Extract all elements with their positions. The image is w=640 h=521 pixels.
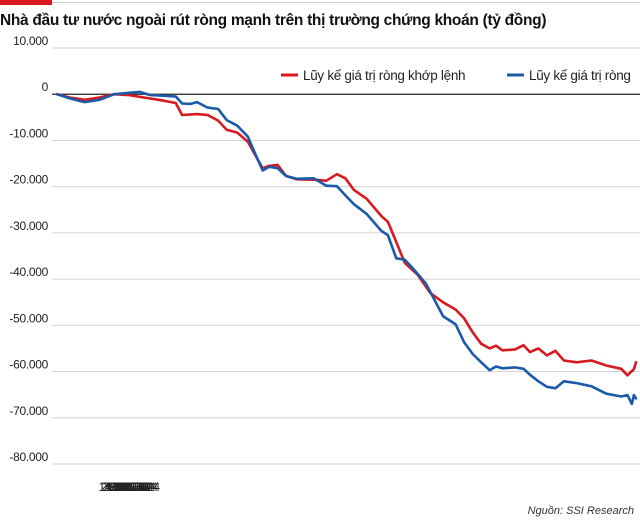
x-tick-label: 2/2/2024 — [101, 480, 146, 494]
source-note: Nguồn: SSI Research — [527, 505, 634, 517]
y-tick-label: -40.000 — [9, 265, 48, 279]
y-tick-label: -10.000 — [9, 126, 48, 140]
series-line-khop-lenh — [55, 92, 638, 377]
x-axis-ticks: 1/2/20242/2/20243/2/20244/2/20245/2/2024… — [98, 480, 160, 494]
y-tick-label: -80.000 — [9, 450, 48, 464]
y-tick-label: -50.000 — [9, 311, 48, 325]
y-tick-label: -30.000 — [9, 219, 48, 233]
x-tick-label: 5/2/2024 — [107, 480, 152, 494]
y-tick-label: -60.000 — [9, 358, 48, 372]
y-tick-label: -70.000 — [9, 404, 48, 418]
legend: Lũy kế giá trị ròng khớp lệnh Lũy kế giá … — [281, 68, 631, 83]
series-line-gia-tri-rong — [55, 90, 638, 406]
legend-label: Lũy kế giá trị ròng — [529, 68, 631, 83]
y-axis-ticks: 10.000 0 -10.000 -20.000 -30.000 -40.000 -50.0… — [9, 34, 49, 464]
chart-title: Nhà đầu tư nước ngoài rút ròng mạnh trên… — [0, 12, 547, 29]
y-tick-label: 0 — [42, 80, 49, 94]
x-tick-label: 9/2/2024 — [115, 480, 160, 494]
legend-label: Lũy kế giá trị ròng khớp lệnh — [303, 68, 465, 83]
x-tick-label: 3/2/2024 — [103, 480, 148, 494]
x-tick-label: 4/2/2024 — [105, 480, 150, 494]
accent-bar — [0, 0, 52, 5]
top-rule — [52, 2, 640, 3]
x-tick-label: 7/2/2024 — [111, 480, 156, 494]
series-lines — [55, 90, 638, 406]
grid-lines — [52, 47, 640, 465]
x-tick-label: 6/2/2024 — [109, 480, 154, 494]
x-tick-label: 1/2/2024 — [98, 480, 143, 494]
y-tick-label: -20.000 — [9, 173, 48, 187]
y-tick-label: 10.000 — [13, 34, 49, 48]
x-tick-label: 8/2/2024 — [113, 480, 158, 494]
